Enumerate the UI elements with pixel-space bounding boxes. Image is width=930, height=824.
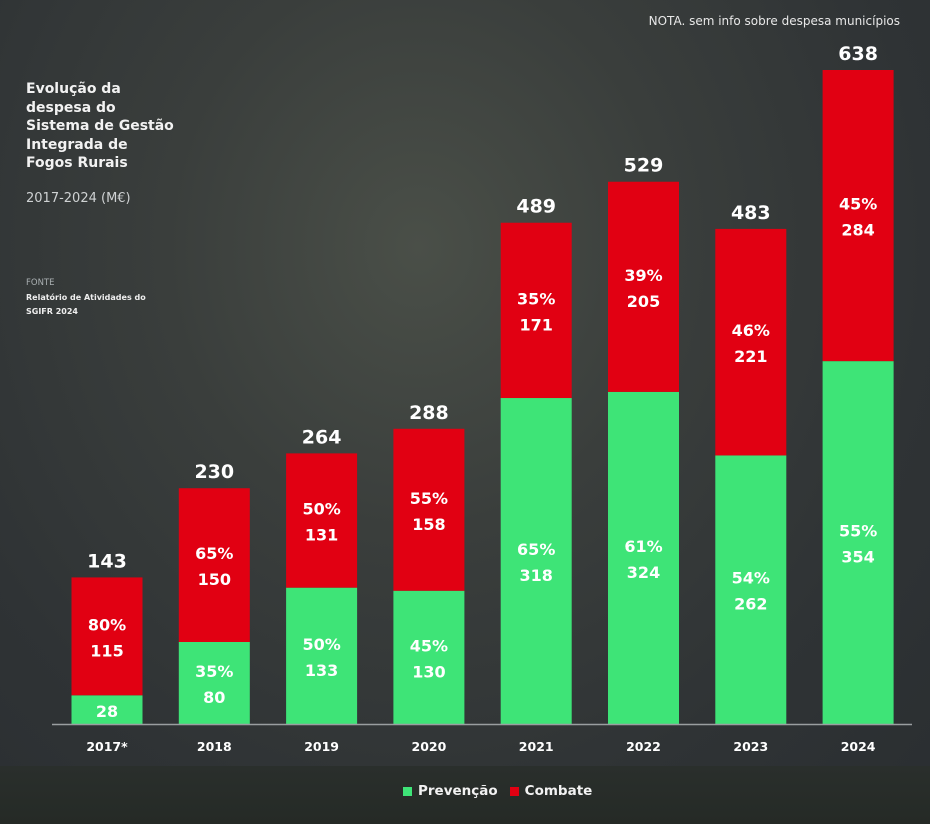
bar-prevencao-2023 — [715, 455, 787, 724]
x-tick-label: 2020 — [412, 739, 447, 754]
bar-combate-2018 — [178, 488, 250, 642]
bar-combate-2017* — [71, 577, 143, 696]
percent-label: 50% — [302, 635, 340, 654]
source-text: Relatório de Atividades do SGIFR 2024 — [26, 293, 146, 316]
percent-label: 55% — [410, 489, 448, 508]
legend: Prevenção Combate — [403, 783, 592, 799]
value-label: 28 — [96, 702, 118, 721]
value-label: 205 — [627, 292, 660, 311]
total-label: 143 — [87, 550, 127, 572]
bar-prevencao-2020 — [393, 590, 465, 724]
value-label: 133 — [305, 661, 338, 680]
total-label: 483 — [731, 202, 771, 224]
chart-note: NOTA. sem info sobre despesa municípios — [648, 14, 900, 28]
bar-prevencao-2021 — [500, 398, 572, 724]
total-label: 264 — [302, 426, 342, 448]
bar-combate-2022 — [608, 181, 679, 392]
percent-label: 54% — [732, 569, 770, 588]
legend-label-prevencao: Prevenção — [418, 783, 498, 799]
percent-label: 80% — [88, 615, 126, 634]
percent-label: 65% — [517, 540, 555, 559]
value-label: 354 — [841, 548, 874, 567]
percent-label: 61% — [624, 537, 662, 556]
percent-label: 45% — [839, 195, 877, 214]
percent-label: 46% — [732, 321, 770, 340]
bar-prevencao-2024 — [822, 361, 894, 724]
x-tick-label: 2018 — [197, 739, 232, 754]
value-label: 221 — [734, 347, 767, 366]
total-label: 230 — [194, 461, 234, 483]
percent-label: 50% — [302, 500, 340, 519]
x-tick-label: 2024 — [841, 739, 876, 754]
value-label: 171 — [519, 315, 552, 334]
bar-prevencao-2019 — [286, 587, 358, 724]
total-label: 489 — [516, 196, 556, 218]
chart-title: Evolução da despesa do Sistema de Gestão… — [26, 81, 174, 171]
value-label: 262 — [734, 595, 767, 614]
percent-label: 45% — [410, 636, 448, 655]
x-tick-label: 2017* — [86, 739, 128, 754]
percent-label: 55% — [839, 522, 877, 541]
value-label: 115 — [90, 641, 123, 660]
legend-band — [0, 766, 930, 824]
bar-combate-2020 — [393, 428, 465, 591]
legend-label-combate: Combate — [524, 783, 593, 799]
value-label: 284 — [841, 221, 874, 240]
x-tick-label: 2022 — [626, 739, 661, 754]
bar-combate-2019 — [286, 453, 358, 588]
chart-subtitle: 2017-2024 (M€) — [26, 191, 131, 206]
percent-label: 39% — [624, 266, 662, 285]
total-label: 288 — [409, 402, 449, 424]
value-label: 318 — [519, 566, 552, 585]
percent-label: 35% — [195, 662, 233, 681]
value-label: 80 — [203, 688, 225, 707]
value-label: 130 — [412, 662, 445, 681]
legend-swatch-prevencao — [403, 786, 412, 796]
value-label: 150 — [198, 570, 231, 589]
percent-label: 35% — [517, 289, 555, 308]
bar-prevencao-2017* — [71, 695, 143, 724]
bar-prevencao-2022 — [608, 391, 679, 724]
total-label: 529 — [624, 155, 664, 177]
x-tick-label: 2021 — [519, 739, 554, 754]
bar-combate-2021 — [500, 222, 572, 399]
value-label: 131 — [305, 526, 338, 545]
percent-label: 65% — [195, 544, 233, 563]
legend-swatch-combate — [509, 786, 519, 796]
x-tick-label: 2023 — [733, 739, 768, 754]
x-tick-label: 2019 — [304, 739, 339, 754]
bar-combate-2024 — [822, 70, 894, 362]
value-label: 324 — [627, 563, 660, 582]
value-label: 158 — [412, 515, 445, 534]
source-label: FONTE — [26, 278, 55, 288]
bar-prevencao-2018 — [178, 641, 250, 724]
total-label: 638 — [838, 43, 878, 65]
bar-combate-2023 — [715, 228, 787, 456]
